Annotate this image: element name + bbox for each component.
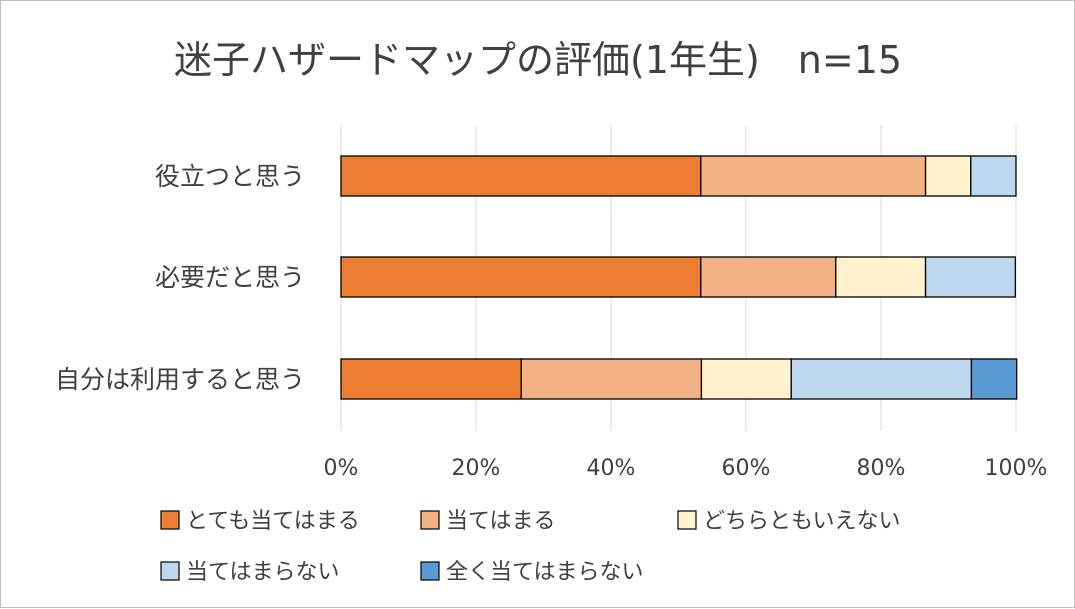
legend-swatch <box>677 510 697 530</box>
x-tick-label: 40% <box>587 456 636 481</box>
bar-segment <box>924 155 972 197</box>
x-tick-label: 60% <box>722 456 771 481</box>
bar-segment <box>700 155 927 197</box>
legend-swatch <box>420 561 440 581</box>
bar-segment <box>924 256 1016 298</box>
legend-label: とても当てはまる <box>186 509 360 534</box>
x-tick-label: 20% <box>452 456 501 481</box>
category-label: 必要だと思う <box>155 263 305 292</box>
bar-segment <box>970 155 1017 197</box>
bar-segment <box>520 358 703 400</box>
x-tick-label: 0% <box>324 456 359 481</box>
bar-segment <box>970 358 1018 400</box>
legend-label: どちらともいえない <box>703 509 901 534</box>
bar-segment <box>340 256 702 298</box>
legend-label: 全く当てはまらない <box>446 560 644 585</box>
bar-segment <box>340 358 522 400</box>
bars <box>340 155 1018 400</box>
x-tick-label: 80% <box>857 456 906 481</box>
x-tick-label: 100% <box>985 456 1048 481</box>
bar-segment <box>340 155 702 197</box>
legend-swatch <box>160 510 180 530</box>
legend-swatch <box>420 510 440 530</box>
category-label: 自分は利用すると思う <box>55 365 305 394</box>
chart-title: 迷子ハザードマップの評価(1年生) n=15 <box>174 38 902 82</box>
legend-label: 当てはまらない <box>186 560 340 585</box>
legend-label: 当てはまる <box>446 509 556 534</box>
bar-segment <box>790 358 973 400</box>
category-label: 役立つと思う <box>155 162 305 191</box>
bar-segment <box>835 256 927 298</box>
legend-swatch <box>160 561 180 581</box>
bar-segment <box>700 256 837 298</box>
bar-segment <box>700 358 792 400</box>
x-tick-labels: 0% 20% 40% 60% 80% 100% <box>324 456 1048 481</box>
